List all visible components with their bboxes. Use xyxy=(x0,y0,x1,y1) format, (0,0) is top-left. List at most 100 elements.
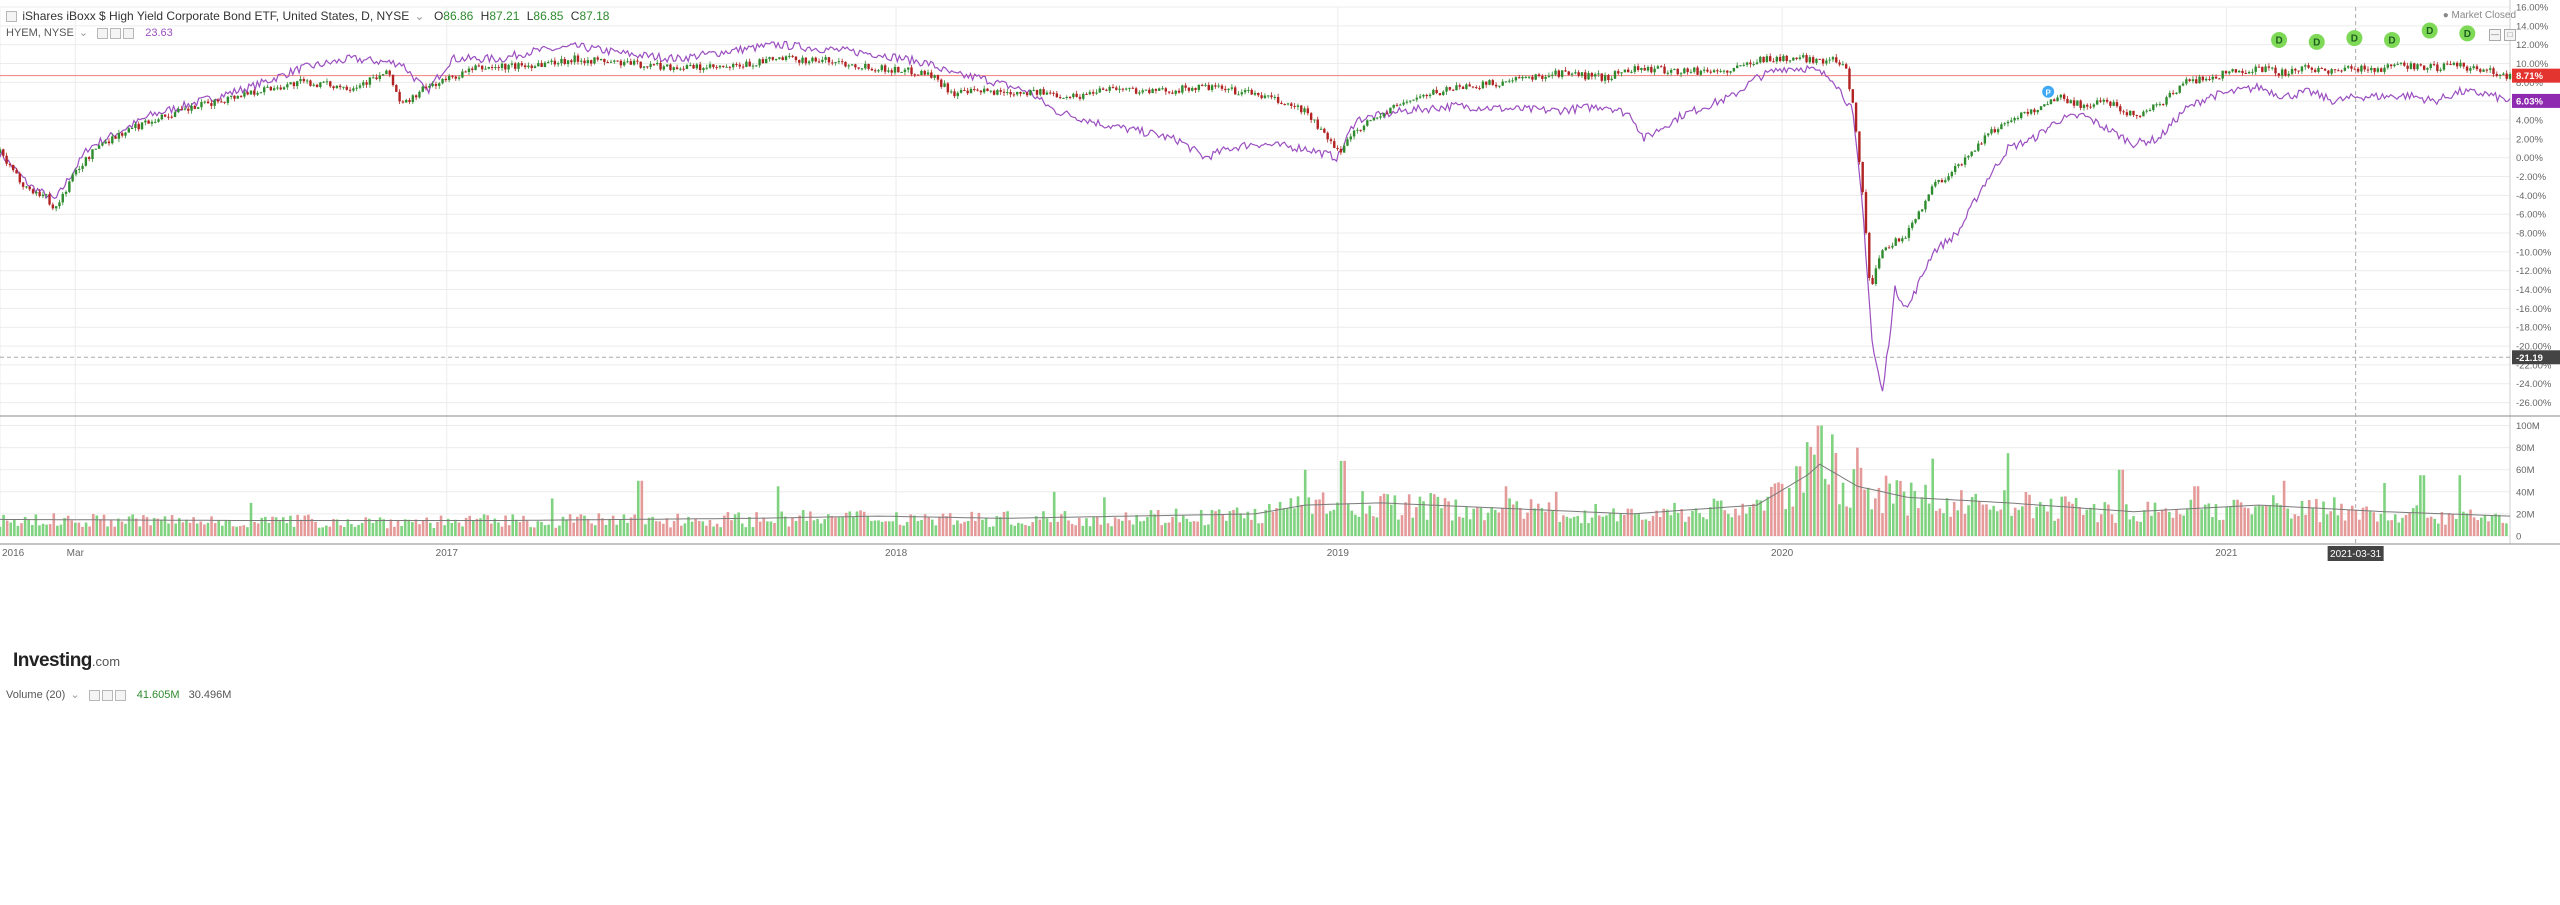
volume-bar xyxy=(1891,503,1895,536)
collapse-toggle-icon[interactable] xyxy=(6,11,17,23)
volume-bar xyxy=(1709,507,1712,536)
chevron-down-icon[interactable]: ⌄ xyxy=(70,689,80,701)
candle-body xyxy=(873,70,877,72)
compare-symbol[interactable]: HYEM, NYSE xyxy=(6,27,74,39)
candle-body xyxy=(249,90,253,95)
volume-bar xyxy=(2261,505,2264,536)
candle-body xyxy=(1049,92,1052,94)
candle-body xyxy=(1702,69,1706,71)
volume-bar xyxy=(1504,486,1508,536)
volume-bar xyxy=(102,514,106,536)
volume-bar xyxy=(163,516,167,536)
volume-bar xyxy=(1099,524,1103,536)
candle-body xyxy=(130,127,134,129)
candle-body xyxy=(1115,87,1118,90)
volume-bar xyxy=(221,525,224,536)
candle-body xyxy=(1290,103,1293,106)
volume-bar xyxy=(1149,510,1153,536)
candle-body xyxy=(134,123,137,128)
y-tick-label: -16.00% xyxy=(2516,304,2552,315)
candle-body xyxy=(804,57,808,64)
candle-body xyxy=(1399,104,1402,106)
volume-bar xyxy=(134,518,138,536)
minimize-icon[interactable]: — xyxy=(2489,29,2501,41)
close-icon[interactable] xyxy=(114,689,126,701)
volume-bar xyxy=(181,522,185,536)
volume-bar xyxy=(2340,503,2343,536)
main-title[interactable]: iShares iBoxx $ High Yield Corporate Bon… xyxy=(22,9,410,23)
volume-bar xyxy=(719,527,723,536)
volume-bar xyxy=(1060,514,1063,536)
volume-bar xyxy=(1006,511,1009,536)
candle-body xyxy=(837,61,841,63)
volume-bar xyxy=(2494,513,2497,536)
y-tick-label: -14.00% xyxy=(2516,285,2552,296)
candle-body xyxy=(2317,68,2320,72)
candle-body xyxy=(305,80,309,82)
volume-bar xyxy=(1576,515,1580,536)
volume-bar xyxy=(1759,500,1762,536)
candle-body xyxy=(2228,71,2231,74)
volume-bar xyxy=(1282,508,1285,536)
volume-bar xyxy=(160,519,163,536)
volume-bar xyxy=(1597,515,1601,536)
grid-lines xyxy=(0,6,2510,537)
candle-body xyxy=(1118,88,1121,90)
volume-bar xyxy=(1418,496,1422,536)
candle-body xyxy=(1603,75,1607,81)
volume-bar xyxy=(565,519,568,536)
volume-bar xyxy=(1522,518,1526,536)
volume-bar xyxy=(2426,517,2429,536)
volume-bar xyxy=(1680,509,1683,536)
volume-bar xyxy=(371,523,375,536)
candle-body xyxy=(1762,56,1765,63)
chevron-down-icon[interactable]: ⌄ xyxy=(414,9,425,23)
candle-body xyxy=(111,136,114,144)
volume-bar xyxy=(210,516,213,536)
volume-label[interactable]: Volume (20) xyxy=(6,689,66,701)
investing-logo[interactable]: Investing.com xyxy=(13,650,121,671)
candle-body xyxy=(2165,97,2168,105)
volume-bar xyxy=(2393,514,2397,536)
volume-bar xyxy=(1124,512,1128,536)
volume-bar xyxy=(862,511,866,536)
candle-body xyxy=(2010,120,2013,122)
close-icon[interactable] xyxy=(123,27,135,39)
candle-body xyxy=(256,92,259,95)
volume-bar xyxy=(507,525,511,536)
candle-body xyxy=(2198,76,2201,84)
chevron-down-icon[interactable]: ⌄ xyxy=(78,27,89,39)
volume-bar xyxy=(1017,522,1020,536)
maximize-icon[interactable]: □ xyxy=(2504,29,2516,41)
candle-body xyxy=(992,90,996,95)
candle-body xyxy=(1953,166,1957,172)
candle-body xyxy=(636,60,639,62)
candle-body xyxy=(860,68,864,70)
volume-bar xyxy=(2376,521,2379,536)
candle-body xyxy=(1854,102,1858,132)
candle-body xyxy=(563,58,566,64)
price-badge-label: 6.03% xyxy=(2516,96,2543,107)
volume-bar xyxy=(1368,505,1372,536)
volume-bar xyxy=(2125,504,2128,536)
candle-body xyxy=(1937,180,1940,182)
eye-icon[interactable] xyxy=(88,689,100,701)
settings-icon[interactable] xyxy=(110,27,122,39)
candle-body xyxy=(2122,111,2125,113)
candle-body xyxy=(220,101,223,103)
volume-bar xyxy=(1533,508,1536,536)
candle-body xyxy=(1098,88,1101,93)
candle-body xyxy=(375,77,378,80)
candle-body xyxy=(269,86,273,91)
volume-bar xyxy=(938,516,941,536)
volume-bar xyxy=(407,519,411,536)
candle-body xyxy=(441,78,444,84)
volume-bar xyxy=(823,519,827,536)
volume-bars xyxy=(0,425,2508,536)
volume-ma-line xyxy=(0,463,2511,521)
settings-icon[interactable] xyxy=(101,689,113,701)
eye-icon[interactable] xyxy=(97,27,109,39)
volume-bar xyxy=(418,524,421,536)
volume-bar xyxy=(1372,516,1375,536)
